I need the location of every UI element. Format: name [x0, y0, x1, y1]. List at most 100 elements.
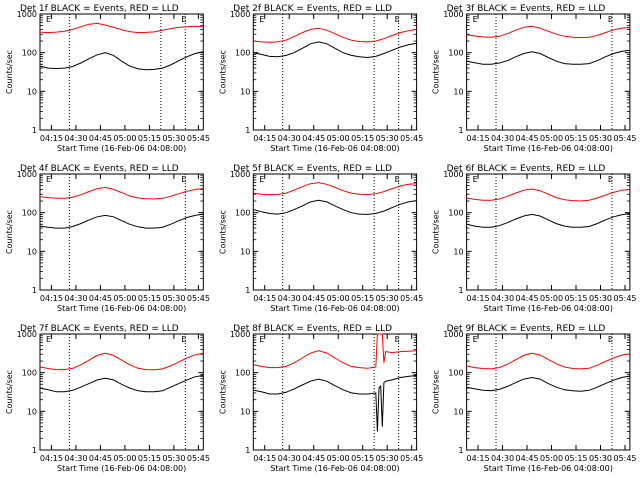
marker-label-e: E: [181, 335, 186, 344]
y-tick-label: 1: [32, 446, 37, 455]
panel-title: Det 3f BLACK = Events, RED = LLD: [447, 4, 606, 14]
marker-label-e: E: [608, 335, 613, 344]
x-tick-label: 05:00: [113, 454, 136, 463]
x-axis-label: Start Time (16-Feb-06 04:08:00): [57, 304, 186, 313]
x-tick-label: 05:30: [589, 454, 612, 463]
x-tick-label: 04:15: [40, 134, 63, 143]
panel-title: Det 2f BLACK = Events, RED = LLD: [233, 4, 392, 14]
series-line-lld: [39, 352, 204, 371]
series-line-events: [466, 49, 630, 65]
x-tick-label: 04:30: [491, 134, 514, 143]
x-tick-label: 04:45: [302, 134, 325, 143]
y-tick-label: 1000: [443, 170, 463, 179]
plot-frame: [466, 333, 631, 451]
y-tick-label: 10: [240, 247, 250, 256]
y-tick-label: 100: [235, 49, 250, 58]
x-tick-label: 04:15: [466, 134, 489, 143]
x-tick-label: 05:00: [540, 294, 563, 303]
x-tick-label: 05:45: [187, 294, 210, 303]
y-tick-label: 1000: [230, 330, 250, 339]
x-tick-label: 05:15: [564, 454, 587, 463]
y-tick-label: 100: [448, 49, 463, 58]
x-tick-label: 04:30: [278, 454, 301, 463]
x-tick-label: 04:30: [278, 134, 301, 143]
y-tick-label: 100: [448, 209, 463, 218]
plot-frame: [39, 333, 204, 451]
x-tick-label: 05:00: [540, 454, 563, 463]
y-tick-label: 1: [459, 126, 464, 135]
y-axis-label: Counts/sec: [218, 50, 227, 94]
y-tick-label: 1000: [17, 330, 37, 339]
x-tick-label: 05:45: [613, 134, 636, 143]
x-tick-label: 04:15: [253, 454, 276, 463]
x-tick-label: 04:15: [466, 454, 489, 463]
x-tick-label: 05:30: [589, 134, 612, 143]
y-tick-label: 10: [27, 87, 37, 96]
y-tick-label: 100: [448, 369, 463, 378]
marker-label-e: E: [473, 15, 478, 24]
plot-frame: [466, 173, 631, 291]
x-tick-label: 04:30: [491, 454, 514, 463]
detector-panel-4: Det 4f BLACK = Events, RED = LLD 1 10 100 10…: [5, 164, 210, 313]
y-tick-label: 10: [27, 407, 37, 416]
y-tick-label: 10: [453, 247, 463, 256]
y-axis-label: Counts/sec: [5, 210, 14, 254]
y-tick-label: 100: [22, 209, 37, 218]
y-tick-label: 1000: [443, 330, 463, 339]
x-tick-label: 05:00: [327, 454, 350, 463]
x-tick-label: 05:45: [187, 454, 210, 463]
series-line-events: [39, 51, 204, 71]
x-tick-label: 05:30: [376, 454, 399, 463]
y-axis-label: Counts/sec: [432, 210, 441, 254]
x-tick-label: 04:45: [515, 294, 538, 303]
y-tick-label: 1: [32, 126, 37, 135]
x-tick-label: 05:30: [162, 454, 185, 463]
x-tick-label: 04:45: [89, 294, 112, 303]
x-tick-label: 04:30: [64, 134, 87, 143]
detector-panel-8: Det 8f BLACK = Events, RED = LLD 1 10 100 10…: [218, 324, 423, 473]
x-tick-label: 05:30: [376, 294, 399, 303]
y-tick-label: 100: [22, 369, 37, 378]
y-tick-label: 10: [453, 407, 463, 416]
marker-label-e: E: [259, 175, 264, 184]
x-tick-label: 05:30: [162, 294, 185, 303]
y-axis-label: Counts/sec: [5, 50, 14, 94]
plot-frame: [39, 13, 204, 131]
detector-panel-1: Det 1f BLACK = Events, RED = LLD 1 10 100 10…: [5, 4, 210, 153]
y-tick-label: 1: [245, 126, 250, 135]
series-line-events: [466, 213, 630, 228]
y-tick-label: 100: [22, 49, 37, 58]
marker-label-e: E: [46, 335, 51, 344]
plot-frame: [252, 13, 418, 131]
x-axis-label: Start Time (16-Feb-06 04:08:00): [484, 144, 613, 153]
x-tick-label: 05:15: [564, 294, 587, 303]
plot-frame: [39, 173, 204, 291]
panel-title: Det 8f BLACK = Events, RED = LLD: [233, 324, 392, 334]
x-tick-label: 04:30: [491, 294, 514, 303]
x-axis-label: Start Time (16-Feb-06 04:08:00): [270, 304, 399, 313]
y-tick-label: 1000: [443, 10, 463, 19]
panel-title: Det 5f BLACK = Events, RED = LLD: [233, 164, 392, 174]
y-tick-label: 1000: [17, 170, 37, 179]
y-tick-label: 1: [245, 446, 250, 455]
marker-label-e: E: [259, 15, 264, 24]
series-line-events: [39, 213, 204, 229]
x-tick-label: 04:15: [40, 454, 63, 463]
y-axis-label: Counts/sec: [218, 210, 227, 254]
x-tick-label: 05:30: [162, 134, 185, 143]
y-axis-label: Counts/sec: [5, 370, 14, 414]
y-tick-label: 1000: [17, 10, 37, 19]
x-axis-label: Start Time (16-Feb-06 04:08:00): [57, 144, 186, 153]
series-line-events: [253, 41, 417, 59]
y-tick-label: 1: [459, 446, 464, 455]
panel-title: Det 6f BLACK = Events, RED = LLD: [447, 164, 606, 174]
series-line-lld: [253, 27, 417, 43]
series-line-lld: [466, 188, 630, 202]
y-axis-label: Counts/sec: [218, 370, 227, 414]
x-tick-label: 04:45: [89, 134, 112, 143]
series-line-events: [466, 375, 630, 392]
x-tick-label: 05:15: [138, 134, 161, 143]
x-tick-label: 05:45: [613, 454, 636, 463]
detector-panel-9: Det 9f BLACK = Events, RED = LLD 1 10 100 10…: [432, 324, 637, 473]
y-tick-label: 100: [235, 209, 250, 218]
